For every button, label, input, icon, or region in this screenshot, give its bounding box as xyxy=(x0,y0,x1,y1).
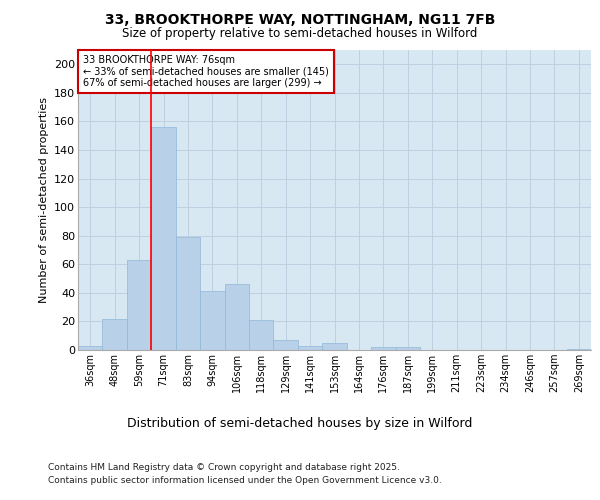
Y-axis label: Number of semi-detached properties: Number of semi-detached properties xyxy=(38,97,49,303)
Bar xyxy=(200,292,224,350)
Bar xyxy=(176,237,200,350)
Bar xyxy=(395,347,420,350)
Text: Contains public sector information licensed under the Open Government Licence v3: Contains public sector information licen… xyxy=(48,476,442,485)
Bar xyxy=(371,347,395,350)
Text: 33 BROOKTHORPE WAY: 76sqm
← 33% of semi-detached houses are smaller (145)
67% of: 33 BROOKTHORPE WAY: 76sqm ← 33% of semi-… xyxy=(83,54,329,88)
Bar xyxy=(274,340,298,350)
Text: Size of property relative to semi-detached houses in Wilford: Size of property relative to semi-detach… xyxy=(122,28,478,40)
Bar xyxy=(566,348,591,350)
Bar xyxy=(151,127,176,350)
Bar xyxy=(322,343,347,350)
Bar xyxy=(78,346,103,350)
Bar xyxy=(224,284,249,350)
Bar xyxy=(298,346,322,350)
Bar xyxy=(127,260,151,350)
Text: Contains HM Land Registry data © Crown copyright and database right 2025.: Contains HM Land Registry data © Crown c… xyxy=(48,462,400,471)
Bar xyxy=(103,318,127,350)
Text: Distribution of semi-detached houses by size in Wilford: Distribution of semi-detached houses by … xyxy=(127,418,473,430)
Bar xyxy=(249,320,274,350)
Text: 33, BROOKTHORPE WAY, NOTTINGHAM, NG11 7FB: 33, BROOKTHORPE WAY, NOTTINGHAM, NG11 7F… xyxy=(105,12,495,26)
